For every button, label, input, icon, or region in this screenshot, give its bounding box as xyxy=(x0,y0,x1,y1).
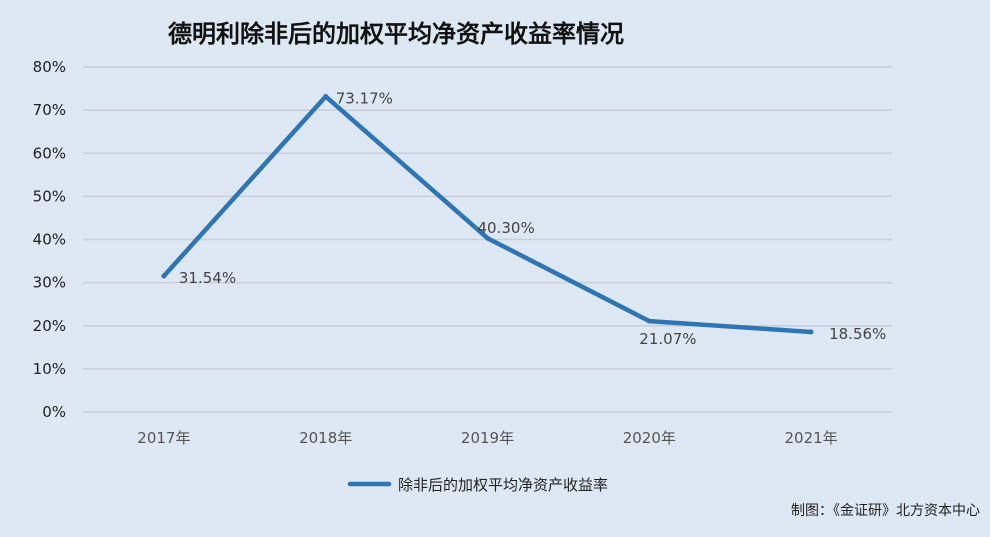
y-tick-label: 80% xyxy=(33,58,66,76)
source-credit: 制图：《金证研》北方资本中心 xyxy=(791,503,980,519)
y-tick-label: 40% xyxy=(33,231,66,249)
x-axis-ticks: 2017年 2018年 2019年 2020年 2021年 xyxy=(137,429,837,447)
x-tick-label: 2017年 xyxy=(137,429,190,447)
legend: 除非后的加权平均净资产收益率 xyxy=(347,476,608,494)
x-tick-label: 2020年 xyxy=(623,429,676,447)
chart-title: 德明利除非后的加权平均净资产收益率情况 xyxy=(168,20,624,48)
y-tick-label: 70% xyxy=(33,101,66,119)
data-label: 21.07% xyxy=(639,330,696,348)
series-line xyxy=(161,94,814,335)
series-layer xyxy=(161,93,814,335)
x-tick-label: 2018年 xyxy=(299,429,352,447)
data-point xyxy=(485,235,490,241)
y-axis-ticks: 0% 10% 20% 30% 40% 50% 60% 70% 80% xyxy=(33,58,66,421)
y-tick-label: 60% xyxy=(33,144,66,162)
data-point xyxy=(323,93,329,99)
x-tick-label: 2019年 xyxy=(461,429,514,447)
data-point xyxy=(808,329,814,335)
y-tick-label: 30% xyxy=(33,274,66,292)
data-point xyxy=(646,318,652,324)
y-tick-label: 0% xyxy=(42,403,66,421)
data-label: 31.54% xyxy=(179,269,236,287)
y-tick-label: 20% xyxy=(33,317,66,335)
data-label: 40.30% xyxy=(478,219,535,237)
data-label: 73.17% xyxy=(336,89,393,107)
data-label: 18.56% xyxy=(829,325,886,343)
data-labels: 31.54% 73.17% 40.30% 21.07% 18.56% xyxy=(179,89,886,348)
legend-label: 除非后的加权平均净资产收益率 xyxy=(398,476,608,494)
data-point xyxy=(161,273,167,279)
y-tick-label: 50% xyxy=(33,187,66,205)
y-tick-label: 10% xyxy=(33,360,66,378)
x-tick-label: 2021年 xyxy=(785,429,838,447)
